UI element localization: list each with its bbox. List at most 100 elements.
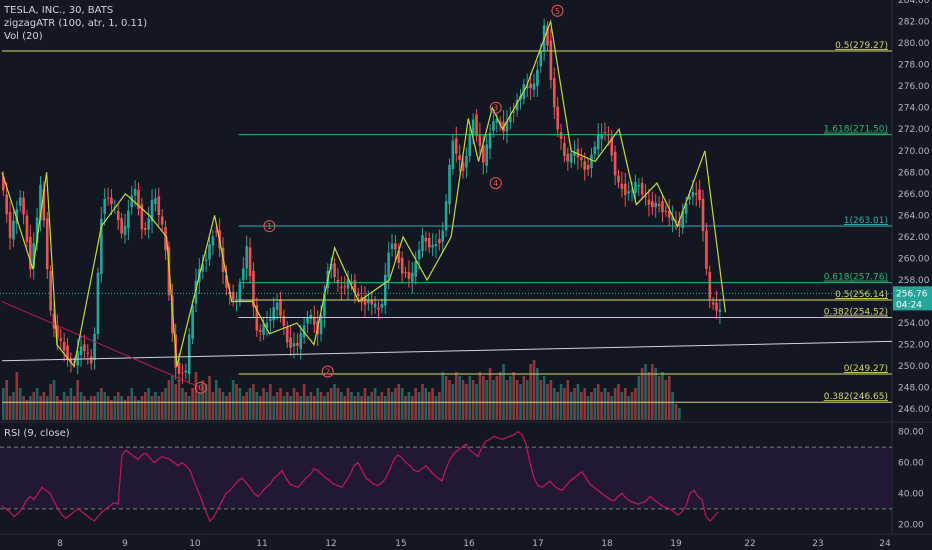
candle-body	[536, 69, 539, 87]
candle-body	[214, 231, 218, 233]
candle-body	[448, 164, 451, 205]
candle-body	[515, 100, 519, 111]
zigzag-indicator-label[interactable]: zigzagATR (100, atr, 1, 0.11)	[4, 18, 148, 29]
candle-body	[390, 243, 394, 250]
candle-body	[708, 271, 712, 299]
volume-bar	[549, 380, 553, 420]
price-tick-label: 272.00	[898, 125, 930, 135]
candle-body	[306, 317, 309, 324]
volume-bar	[424, 388, 428, 420]
time-tick-label: 22	[744, 539, 755, 549]
candle-body	[694, 192, 698, 195]
candle-body	[248, 247, 252, 276]
rsi-legend[interactable]: RSI (9, close)	[4, 428, 70, 439]
candle-body	[211, 236, 215, 246]
candle-body	[492, 121, 495, 131]
volume-bar	[485, 380, 488, 420]
candle-body	[451, 140, 455, 170]
candle-body	[634, 182, 637, 194]
candle-body	[150, 199, 154, 222]
time-tick-label: 15	[395, 539, 406, 549]
volume-bar	[83, 396, 86, 420]
price-tick-label: 262.00	[898, 233, 930, 243]
volume-bar	[613, 388, 617, 420]
volume-bar	[292, 388, 296, 420]
volume-bar	[634, 388, 637, 420]
price-tick-label: 254.00	[898, 319, 930, 329]
candle-body	[69, 358, 73, 363]
candle-body	[225, 275, 228, 288]
candle-body	[549, 40, 553, 80]
candle-body	[434, 244, 438, 247]
candle-body	[110, 197, 113, 205]
volume-bar	[340, 392, 343, 420]
volume-bar	[167, 380, 171, 420]
candle-body	[623, 183, 627, 195]
fib-level-label: 0(249.27)	[844, 364, 888, 374]
volume-bar	[319, 392, 323, 420]
candle-body	[238, 283, 242, 302]
volume-bar	[62, 392, 66, 420]
volume-bar	[66, 396, 69, 420]
candle-body	[66, 345, 69, 361]
volume-bar	[603, 388, 607, 420]
candle-body	[421, 235, 424, 252]
price-tick-label: 248.00	[898, 384, 930, 394]
volume-bar	[654, 368, 657, 420]
volume-bar	[360, 396, 363, 420]
volume-bar	[214, 380, 218, 420]
volume-bar	[363, 388, 367, 420]
rsi-tick-label: 20.00	[898, 520, 924, 530]
wave-marker	[489, 101, 502, 114]
volume-bar	[373, 388, 377, 420]
candle-body	[5, 194, 8, 215]
volume-bar	[18, 388, 22, 420]
price-tick-label: 264.00	[898, 211, 930, 221]
volume-bar	[79, 392, 83, 420]
time-tick-label: 18	[601, 539, 613, 549]
volume-bar	[184, 392, 188, 420]
symbol-title[interactable]: TESLA, INC., 30, BATS	[4, 5, 114, 16]
candle-body	[411, 272, 414, 282]
volume-bar	[461, 380, 465, 420]
volume-bar	[154, 392, 157, 420]
last-price-countdown: 04:24	[896, 300, 922, 310]
volume-bar	[488, 368, 492, 420]
volume-bar	[336, 388, 340, 420]
fib-level-label: 0.382(246.65)	[824, 392, 888, 402]
price-tick-label: 270.00	[898, 147, 930, 157]
volume-bar	[76, 380, 79, 420]
candle-body	[96, 272, 100, 334]
volume-bar	[245, 392, 248, 420]
candle-body	[654, 202, 657, 208]
volume-bar	[498, 372, 502, 420]
candle-body	[137, 190, 140, 210]
volume-bar	[566, 380, 570, 420]
candle-body	[461, 162, 465, 172]
candle-body	[681, 211, 685, 228]
volume-bar	[52, 380, 56, 420]
candle-body	[208, 244, 211, 260]
volume-bar	[147, 388, 150, 420]
candle-body	[353, 280, 357, 294]
candle-body	[664, 210, 668, 212]
candle-body	[356, 293, 360, 297]
candle-body	[296, 342, 299, 346]
candle-body	[319, 315, 323, 335]
candle-body	[711, 302, 715, 305]
volume-bar	[387, 388, 390, 420]
candle-body	[187, 334, 191, 374]
volume-bar	[137, 400, 140, 420]
volume-bar	[441, 372, 445, 420]
volume-bar	[434, 396, 438, 420]
volume-indicator-label[interactable]: Vol (20)	[4, 31, 43, 42]
candle-body	[505, 120, 509, 132]
volume-bar	[657, 376, 661, 420]
candle-body	[89, 356, 93, 364]
volume-bar	[140, 396, 144, 420]
candle-body	[373, 303, 377, 308]
wave-label: 1	[267, 222, 272, 231]
volume-bar	[275, 392, 279, 420]
candle-body	[252, 270, 255, 307]
volume-bar	[505, 380, 509, 420]
